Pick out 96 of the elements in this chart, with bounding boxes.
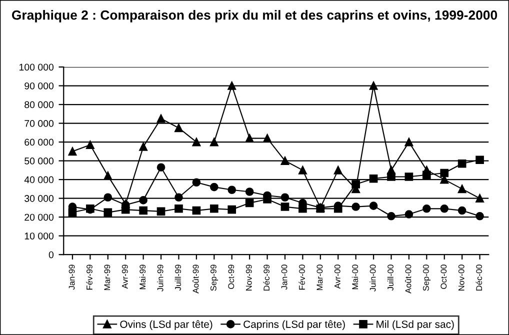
legend-label: Mil (LSd par sac) (376, 320, 454, 330)
point (210, 182, 218, 192)
x-tick-label: Juin-00 (370, 264, 376, 292)
point (228, 82, 236, 90)
point (68, 208, 77, 217)
point (440, 168, 449, 178)
point (422, 204, 431, 213)
point (192, 138, 201, 146)
point (404, 138, 414, 146)
legend-label: Ovins (LSd par tête) (120, 320, 212, 330)
point (458, 184, 466, 194)
x-tick-label: Août-99 (192, 264, 199, 294)
x-tick-label: Sep-00 (422, 264, 431, 291)
point (104, 172, 112, 180)
point (476, 156, 484, 164)
point (404, 210, 414, 218)
x-tick-label: Juill-99 (174, 264, 181, 291)
x-tick-label: Avr-00 (334, 264, 340, 289)
x-tick-label: Mai-99 (139, 264, 146, 290)
point (228, 186, 236, 194)
legend-label: Caprins (LSd par tête) (244, 320, 345, 330)
point (476, 194, 484, 202)
y-tick-label: 30 000 (24, 195, 54, 202)
point (280, 156, 290, 165)
point (156, 114, 166, 123)
point (404, 172, 414, 181)
point (369, 82, 378, 90)
y-tick-label: 20 000 (24, 214, 54, 221)
point (440, 204, 449, 213)
x-tick-label: Avr-99 (122, 264, 128, 289)
y-tick-label: 100 000 (20, 64, 54, 71)
point (352, 202, 360, 211)
x-tick-label: Nov-99 (246, 264, 252, 290)
point (245, 134, 254, 142)
y-tick-label: 80 000 (24, 101, 54, 108)
point (298, 204, 307, 213)
y-tick-label: 90 000 (24, 82, 54, 90)
point (68, 147, 77, 156)
point (458, 159, 466, 168)
point (422, 170, 431, 180)
chart-title: Graphique 2 : Comparaison des prix du mil et des caprins et ovins, 1999-2000 (12, 10, 498, 22)
x-tick-label: Fév-99 (86, 264, 92, 290)
x-tick-label: Oct-00 (440, 264, 447, 289)
point (210, 138, 218, 146)
point (104, 208, 112, 217)
x-tick-label: Nov-00 (458, 264, 464, 290)
x-tick-label: Juin-99 (157, 264, 164, 292)
y-tick-label: 70 000 (24, 120, 54, 127)
point (334, 166, 342, 174)
point (280, 202, 290, 211)
x-tick-label: Déc-00 (476, 264, 482, 290)
y-tick-label: 50 000 (24, 158, 54, 164)
x-tick-label: Mar-99 (104, 264, 110, 290)
point (228, 205, 236, 214)
point (476, 212, 484, 220)
x-tick-label: Jan-99 (68, 264, 75, 290)
point (104, 193, 112, 202)
point (369, 202, 378, 210)
point (174, 193, 183, 202)
x-tick-label: Mar-00 (316, 264, 323, 290)
x-tick-label: Mai-00 (352, 264, 358, 290)
x-tick-label: Sep-99 (210, 264, 218, 291)
point (139, 196, 148, 204)
x-tick-label: Fév-00 (298, 264, 305, 290)
point (156, 163, 166, 172)
point (245, 188, 254, 196)
point (280, 193, 290, 202)
point (334, 204, 342, 213)
point (192, 206, 201, 215)
point (352, 180, 360, 188)
point (174, 204, 183, 213)
point (263, 134, 272, 142)
point (174, 124, 183, 132)
point (192, 178, 201, 187)
x-tick-label: Juill-00 (387, 264, 394, 291)
point (86, 140, 94, 150)
point (458, 206, 466, 215)
y-tick-label: 10 000 (24, 232, 54, 240)
point (245, 198, 254, 208)
point (121, 205, 130, 214)
x-tick-label: Jan-00 (281, 264, 288, 290)
point (298, 166, 307, 174)
y-tick-label: 40 000 (24, 176, 54, 184)
y-tick-label: 60 000 (24, 138, 54, 146)
point (156, 207, 166, 216)
y-tick-label: 0 (48, 251, 54, 258)
point (387, 172, 396, 181)
x-tick-label: Août-00 (405, 264, 412, 294)
x-tick-label: Déc-99 (263, 264, 270, 290)
point (369, 174, 378, 183)
point (210, 204, 218, 213)
point (139, 206, 148, 215)
x-tick-label: Oct-99 (228, 264, 234, 289)
point (139, 142, 148, 151)
point (387, 212, 396, 220)
point (263, 195, 272, 204)
